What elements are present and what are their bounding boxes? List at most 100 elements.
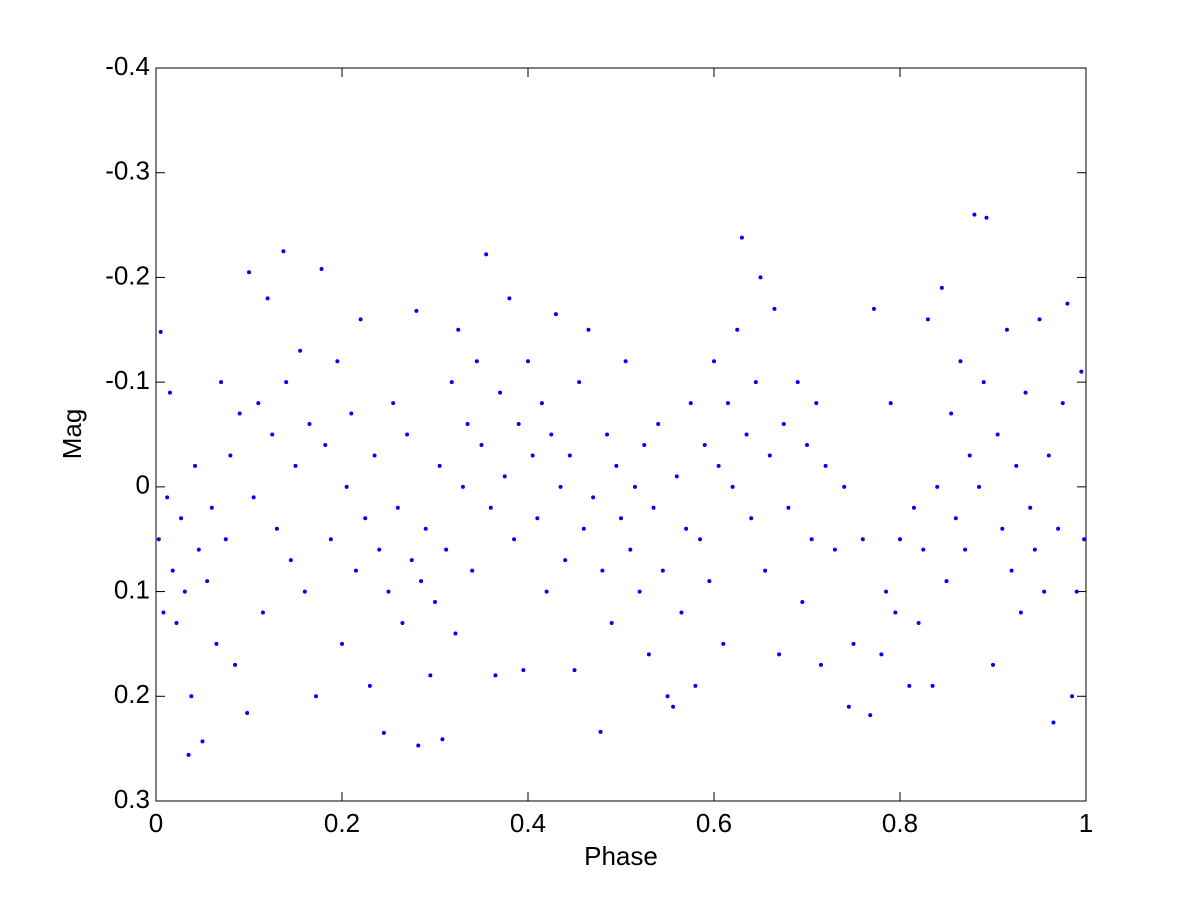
data-point xyxy=(328,537,333,542)
data-point xyxy=(781,422,786,427)
data-point xyxy=(544,589,549,594)
data-point xyxy=(674,474,679,479)
data-point xyxy=(260,610,265,615)
data-point xyxy=(363,516,368,521)
data-point xyxy=(1014,463,1019,468)
data-point xyxy=(409,558,414,563)
data-point xyxy=(428,673,433,678)
data-point xyxy=(219,380,224,385)
data-point xyxy=(744,432,749,437)
data-point xyxy=(274,526,279,531)
data-point xyxy=(158,329,163,334)
data-point xyxy=(586,327,591,332)
data-point xyxy=(535,516,540,521)
data-point xyxy=(646,652,651,657)
data-point xyxy=(884,589,889,594)
data-point xyxy=(684,526,689,531)
data-point xyxy=(1042,589,1047,594)
data-point xyxy=(749,516,754,521)
data-point xyxy=(1074,589,1079,594)
data-point xyxy=(521,668,526,673)
data-point xyxy=(233,662,238,667)
data-point xyxy=(179,516,184,521)
y-tick-label: 0.1 xyxy=(114,574,150,604)
x-tick-label: 0.8 xyxy=(882,808,918,838)
data-point xyxy=(679,610,684,615)
x-axis-label: Phase xyxy=(584,841,658,871)
data-point xyxy=(416,743,421,748)
data-point xyxy=(288,558,293,563)
data-point xyxy=(349,411,354,416)
data-point xyxy=(484,252,489,257)
data-point xyxy=(1023,390,1028,395)
data-point xyxy=(972,212,977,217)
data-point xyxy=(651,505,656,510)
data-point xyxy=(539,401,544,406)
data-point xyxy=(358,317,363,322)
data-point xyxy=(832,547,837,552)
data-point xyxy=(444,547,449,552)
data-point xyxy=(879,652,884,657)
data-point xyxy=(935,484,940,489)
data-point xyxy=(470,568,475,573)
data-point xyxy=(623,359,628,364)
data-point xyxy=(632,484,637,489)
data-point xyxy=(898,537,902,542)
data-point xyxy=(372,453,377,458)
data-point xyxy=(656,422,661,427)
data-point xyxy=(581,526,586,531)
data-point xyxy=(319,267,324,272)
data-point xyxy=(893,610,898,615)
data-point xyxy=(725,401,730,406)
data-point xyxy=(1065,301,1070,306)
data-point xyxy=(977,484,982,489)
data-point xyxy=(1046,453,1051,458)
data-point xyxy=(981,380,986,385)
data-point xyxy=(245,711,250,716)
x-tick-label: 0 xyxy=(149,808,163,838)
data-point xyxy=(1032,547,1037,552)
data-point xyxy=(247,270,251,275)
data-point xyxy=(479,442,484,447)
data-point xyxy=(1037,317,1042,322)
data-point xyxy=(344,484,349,489)
data-point xyxy=(353,568,358,573)
data-point xyxy=(1009,568,1014,573)
data-point xyxy=(605,432,610,437)
data-point xyxy=(984,215,989,220)
data-point xyxy=(763,568,768,573)
data-point xyxy=(488,505,493,510)
data-point xyxy=(842,484,847,489)
data-point xyxy=(851,641,856,646)
data-point xyxy=(377,547,382,552)
data-point xyxy=(423,526,428,531)
data-point xyxy=(911,505,916,510)
data-point xyxy=(995,432,1000,437)
data-point xyxy=(823,463,828,468)
data-point xyxy=(739,235,744,240)
data-point xyxy=(577,380,582,385)
data-point xyxy=(205,579,210,584)
data-point xyxy=(707,579,712,584)
data-point xyxy=(453,631,458,636)
data-point xyxy=(298,348,303,353)
data-point xyxy=(1056,526,1061,531)
plot-frame xyxy=(155,67,1087,802)
data-point xyxy=(433,600,437,605)
data-point xyxy=(846,704,851,709)
x-tick-label: 0.4 xyxy=(510,808,546,838)
data-point xyxy=(665,694,670,699)
data-point xyxy=(209,505,214,510)
data-point xyxy=(437,463,442,468)
data-point xyxy=(284,380,289,385)
data-point xyxy=(730,484,735,489)
data-point xyxy=(449,380,454,385)
data-point xyxy=(516,422,521,427)
data-point xyxy=(270,432,275,437)
data-point xyxy=(818,662,823,667)
data-point xyxy=(498,390,503,395)
data-point xyxy=(265,296,270,301)
data-point xyxy=(698,537,703,542)
data-point xyxy=(860,537,865,542)
